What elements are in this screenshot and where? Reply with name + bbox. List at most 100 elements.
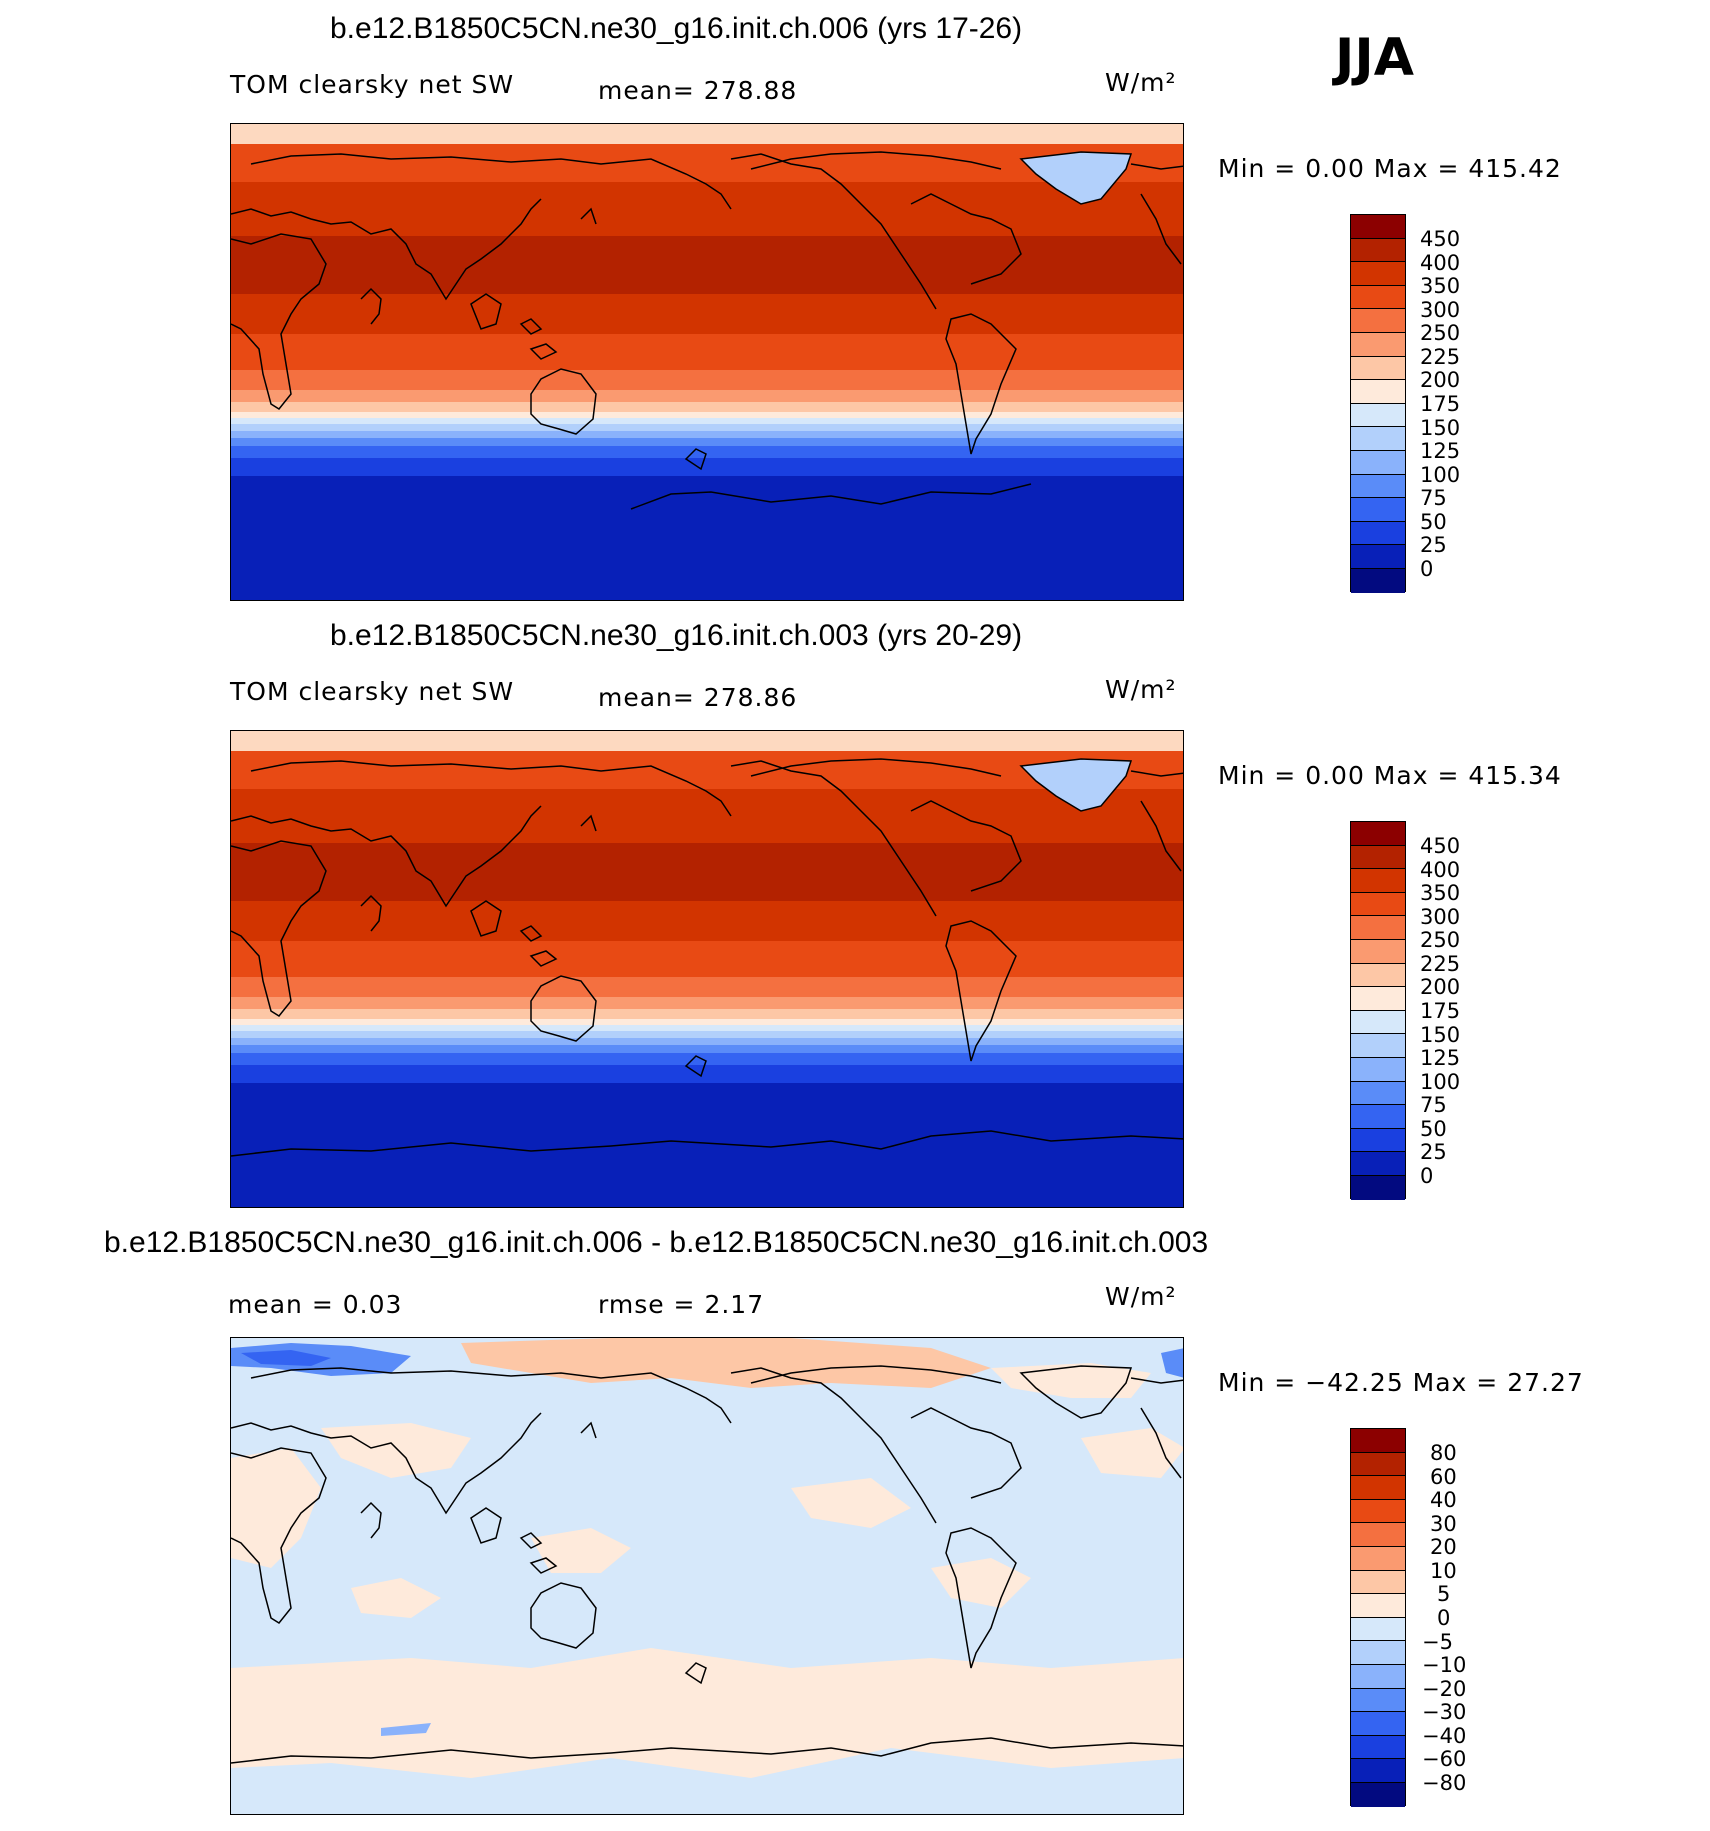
panel-2-colorbar-swatch: [1351, 1128, 1405, 1153]
panel-2-colorbar-swatch: [1351, 987, 1405, 1011]
panel-3-colorbar-swatch: [1351, 1594, 1405, 1618]
panel-1-colorbar-swatch: [1351, 545, 1405, 569]
panel-3-colorbar-swatch: [1351, 1782, 1405, 1807]
panel-3-colorbar-swatch: [1351, 1617, 1405, 1642]
panel-1-colorbar-swatch: [1351, 380, 1405, 404]
panel-1-colorbar-swatch: [1351, 521, 1405, 546]
panel-3-colorbar-swatch: [1351, 1735, 1405, 1760]
panel-2-colorbar-tick: 200: [1420, 975, 1461, 999]
panel-2-colorbar-swatch: [1351, 1010, 1405, 1035]
panel-2-colorbar-swatch: [1351, 916, 1405, 940]
panel-3-colorbar-swatch: [1351, 1476, 1405, 1500]
panel-1-colorbar-swatch: [1351, 427, 1405, 451]
panel-3-colorbar-swatch: [1351, 1641, 1405, 1665]
panel-2-colorbar-tick: 250: [1420, 928, 1461, 952]
panel-1-colorbar-tick: 175: [1420, 392, 1461, 416]
panel-1-colorbar-swatch: [1351, 332, 1405, 357]
panel-3-colorbar: [1350, 1428, 1406, 1807]
panel-2-colorbar-tick: 75: [1420, 1093, 1447, 1117]
panel-3-colorbar-tick: 10: [1430, 1559, 1457, 1583]
panel-2-colorbar-swatch: [1351, 1034, 1405, 1058]
panel-2-colorbar-tick: 150: [1420, 1023, 1461, 1047]
panel-3-colorbar-swatch: [1351, 1523, 1405, 1547]
panel-3-colorbar-swatch: [1351, 1429, 1405, 1453]
panel-3-colorbar-tick: 5: [1437, 1582, 1451, 1606]
panel-1-title: b.e12.B1850C5CN.ne30_g16.init.ch.006 (yr…: [330, 12, 1023, 45]
panel-1-colorbar-tick: 400: [1420, 251, 1461, 275]
panel-3-colorbar-tick: −10: [1422, 1653, 1467, 1677]
panel-2-colorbar-swatch: [1351, 869, 1405, 893]
panel-3-units: W/m²: [1105, 1282, 1177, 1311]
panel-3-colorbar-tick: −5: [1422, 1630, 1453, 1654]
panel-1-colorbar: [1350, 214, 1406, 593]
panel-2-colorbar-swatch: [1351, 892, 1405, 917]
panel-3-colorbar-tick: 0: [1437, 1606, 1451, 1630]
panel-3-colorbar-tick: −60: [1422, 1747, 1467, 1771]
panel-1-map: [230, 123, 1184, 601]
panel-3-title: b.e12.B1850C5CN.ne30_g16.init.ch.006 - b…: [104, 1226, 1209, 1259]
season-label: JJA: [1335, 28, 1414, 88]
panel-3-colorbar-tick: 20: [1430, 1535, 1457, 1559]
panel-2-colorbar-swatch: [1351, 1057, 1405, 1082]
panel-1-colorbar-tick: 100: [1420, 463, 1461, 487]
panel-3-colorbar-swatch: [1351, 1664, 1405, 1689]
panel-1-mean: mean= 278.88: [598, 76, 798, 105]
panel-2-map-svg: [231, 731, 1183, 1207]
panel-1-colorbar-swatch: [1351, 285, 1405, 310]
panel-2-colorbar-tick: 450: [1420, 834, 1461, 858]
panel-2-units: W/m²: [1105, 675, 1177, 704]
panel-1-minmax: Min = 0.00 Max = 415.42: [1218, 154, 1562, 183]
panel-2-colorbar-swatch: [1351, 845, 1405, 870]
panel-3-colorbar-tick: −80: [1422, 1771, 1467, 1795]
panel-1-map-svg: [231, 124, 1183, 600]
panel-3-mean: mean = 0.03: [228, 1290, 403, 1319]
panel-1-colorbar-tick: 200: [1420, 368, 1461, 392]
panel-2-colorbar-tick: 300: [1420, 905, 1461, 929]
panel-2-title: b.e12.B1850C5CN.ne30_g16.init.ch.003 (yr…: [330, 619, 1023, 652]
panel-1-colorbar-tick: 225: [1420, 345, 1461, 369]
panel-2-colorbar-tick: 225: [1420, 952, 1461, 976]
panel-2-map: [230, 730, 1184, 1208]
panel-1-colorbar-swatch: [1351, 262, 1405, 286]
panel-2-colorbar: [1350, 821, 1406, 1200]
panel-3-colorbar-tick: −30: [1422, 1700, 1467, 1724]
panel-3-colorbar-tick: 40: [1430, 1488, 1457, 1512]
panel-3-colorbar-swatch: [1351, 1712, 1405, 1736]
panel-3-minmax: Min = −42.25 Max = 27.27: [1218, 1368, 1584, 1397]
panel-1-colorbar-tick: 300: [1420, 298, 1461, 322]
panel-3-colorbar-tick: 30: [1430, 1512, 1457, 1536]
panel-2-colorbar-tick: 350: [1420, 881, 1461, 905]
panel-2-colorbar-swatch: [1351, 939, 1405, 964]
panel-3-colorbar-swatch: [1351, 1499, 1405, 1524]
panel-3-map-svg: [231, 1338, 1183, 1814]
panel-1-colorbar-tick: 50: [1420, 510, 1447, 534]
panel-1-colorbar-swatch: [1351, 568, 1405, 593]
panel-1-colorbar-tick: 75: [1420, 486, 1447, 510]
panel-3-colorbar-swatch: [1351, 1452, 1405, 1477]
panel-2-colorbar-swatch: [1351, 1152, 1405, 1176]
panel-1-colorbar-tick: 150: [1420, 416, 1461, 440]
panel-1-colorbar-swatch: [1351, 498, 1405, 522]
panel-2-colorbar-tick: 0: [1420, 1164, 1434, 1188]
panel-2-colorbar-tick: 400: [1420, 858, 1461, 882]
panel-2-variable: TOM clearsky net SW: [230, 677, 515, 706]
panel-1-colorbar-swatch: [1351, 309, 1405, 333]
panel-3-colorbar-swatch: [1351, 1688, 1405, 1713]
panel-1-units: W/m²: [1105, 68, 1177, 97]
panel-2-mean: mean= 278.86: [598, 683, 798, 712]
panel-1-variable: TOM clearsky net SW: [230, 70, 515, 99]
panel-1-colorbar-tick: 350: [1420, 274, 1461, 298]
panel-1-colorbar-swatch: [1351, 403, 1405, 428]
panel-2-colorbar-swatch: [1351, 1081, 1405, 1106]
panel-3-colorbar-swatch: [1351, 1759, 1405, 1783]
panel-3-rmse: rmse = 2.17: [598, 1290, 765, 1319]
panel-3-colorbar-swatch: [1351, 1570, 1405, 1595]
panel-2-minmax: Min = 0.00 Max = 415.34: [1218, 761, 1562, 790]
panel-2-colorbar-tick: 125: [1420, 1046, 1461, 1070]
panel-3-colorbar-tick: −40: [1422, 1724, 1467, 1748]
panel-3-colorbar-swatch: [1351, 1546, 1405, 1571]
panel-1-colorbar-tick: 125: [1420, 439, 1461, 463]
panel-1-colorbar-swatch: [1351, 356, 1405, 381]
panel-2-colorbar-swatch: [1351, 1105, 1405, 1129]
panel-2-colorbar-tick: 100: [1420, 1070, 1461, 1094]
